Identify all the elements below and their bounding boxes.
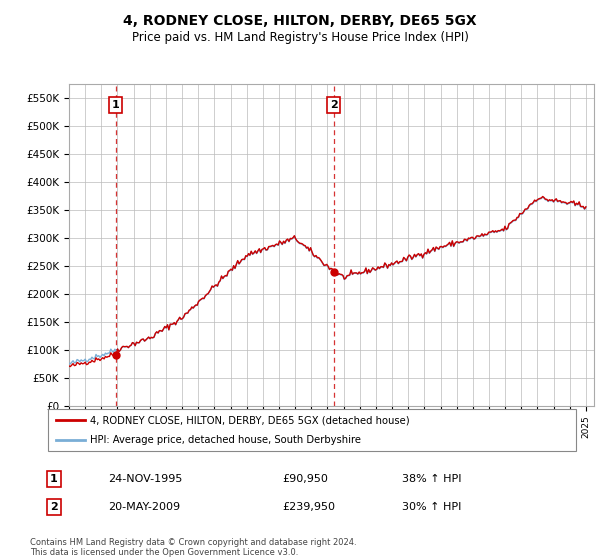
Text: 24-NOV-1995: 24-NOV-1995 [108,474,182,484]
Text: £90,950: £90,950 [282,474,328,484]
Text: HPI: Average price, detached house, South Derbyshire: HPI: Average price, detached house, Sout… [90,435,361,445]
Text: 2: 2 [330,100,337,110]
FancyBboxPatch shape [48,409,576,451]
Text: 4, RODNEY CLOSE, HILTON, DERBY, DE65 5GX: 4, RODNEY CLOSE, HILTON, DERBY, DE65 5GX [123,14,477,28]
Text: Contains HM Land Registry data © Crown copyright and database right 2024.
This d: Contains HM Land Registry data © Crown c… [30,538,356,557]
Text: 2: 2 [50,502,58,512]
Text: 38% ↑ HPI: 38% ↑ HPI [402,474,461,484]
Text: 4, RODNEY CLOSE, HILTON, DERBY, DE65 5GX (detached house): 4, RODNEY CLOSE, HILTON, DERBY, DE65 5GX… [90,415,410,425]
Text: 30% ↑ HPI: 30% ↑ HPI [402,502,461,512]
Text: 1: 1 [112,100,120,110]
Text: £239,950: £239,950 [282,502,335,512]
Text: 1: 1 [50,474,58,484]
Text: Price paid vs. HM Land Registry's House Price Index (HPI): Price paid vs. HM Land Registry's House … [131,31,469,44]
Text: 20-MAY-2009: 20-MAY-2009 [108,502,180,512]
